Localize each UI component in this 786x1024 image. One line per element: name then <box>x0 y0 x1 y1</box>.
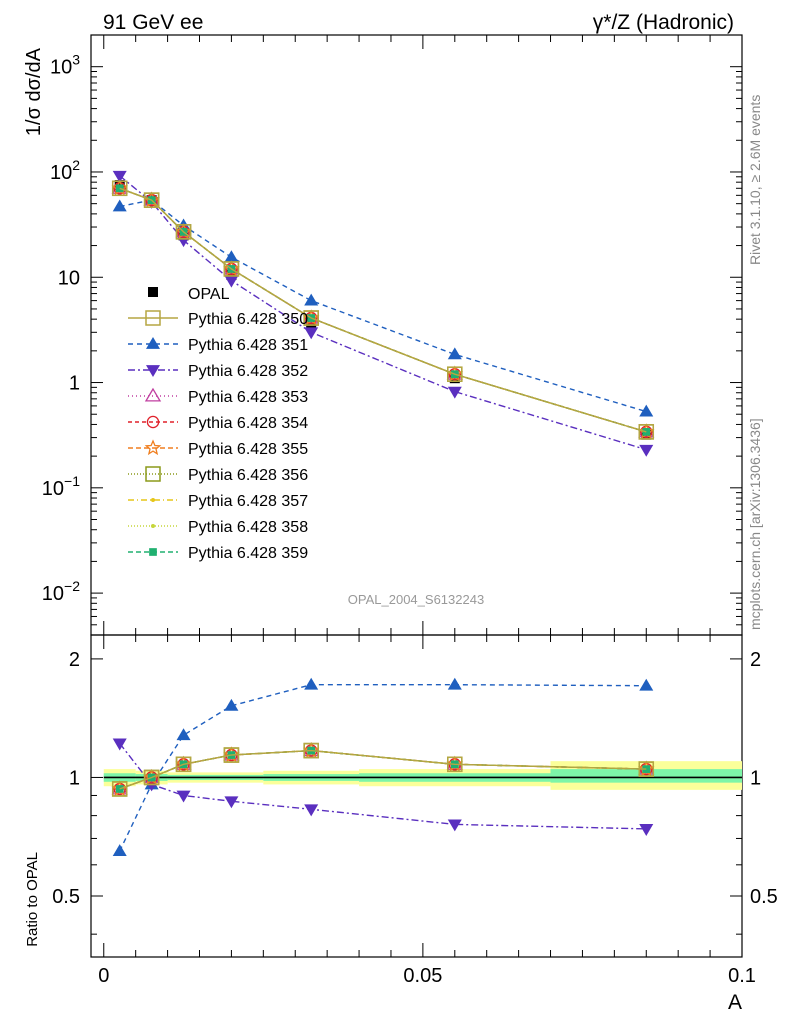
main-series-marker <box>143 192 160 208</box>
ratio-series-marker <box>176 728 191 741</box>
header-left-label: 91 GeV ee <box>103 11 203 34</box>
ratio-y-tick-label: 1 <box>69 767 80 789</box>
legend-marker <box>151 524 155 528</box>
legend-label: Pythia 6.428 357 <box>188 493 308 510</box>
legend-marker <box>144 387 162 402</box>
ratio-series-marker <box>223 747 240 763</box>
ratio-series-marker <box>304 677 319 690</box>
main-panel: 10−2 10−1 1 10 102 103 <box>42 34 743 636</box>
x-tick-label: 0.1 <box>728 965 756 987</box>
legend-marker <box>146 337 160 349</box>
ratio-series-marker <box>112 738 127 751</box>
main-series-marker <box>447 366 463 382</box>
main-series-marker <box>175 224 192 240</box>
watermark-label: OPAL_2004_S6132243 <box>348 592 484 607</box>
x-tick-label: 0.05 <box>403 965 442 987</box>
ratio-series-marker <box>447 677 462 690</box>
main-y-tick-label: 10−1 <box>42 473 80 500</box>
main-ylabel: 1/σ dσ/dA <box>23 47 45 136</box>
ratio-ylabel: Ratio to OPAL <box>24 852 41 947</box>
main-series-marker <box>303 310 319 326</box>
ratio-series-marker <box>176 790 191 803</box>
ratio-series-marker <box>143 769 160 786</box>
main-series-marker <box>304 293 319 306</box>
ratio-series-marker <box>111 781 128 797</box>
x-tick-label: 0 <box>98 965 109 987</box>
ratio-y-tick-label-right: 2 <box>750 649 761 671</box>
ratio-series-marker <box>224 796 239 809</box>
ratio-series-marker <box>638 761 655 777</box>
legend-label: Pythia 6.428 355 <box>188 441 308 458</box>
main-y-tick-label: 102 <box>50 157 80 184</box>
legend-marker <box>149 548 157 556</box>
ratio-series-marker <box>224 698 239 711</box>
legend-label: Pythia 6.428 352 <box>188 363 308 380</box>
legend-label: Pythia 6.428 359 <box>188 545 308 562</box>
ratio-series-marker <box>112 844 127 857</box>
main-y-tick-label: 10−2 <box>42 578 80 605</box>
ratio-series-marker <box>175 756 192 773</box>
main-series-marker <box>112 170 127 183</box>
legend-marker-data <box>148 287 158 297</box>
legend-marker <box>146 415 160 429</box>
ratio-frame <box>90 634 743 958</box>
legend-label: Pythia 6.428 350 <box>188 311 308 328</box>
ratio-series-marker <box>639 824 654 836</box>
ratio-panel: 0 0.05 0.1 0.5 0.5 1 1 2 2 <box>52 621 778 987</box>
legend-label: Pythia 6.428 351 <box>188 337 308 354</box>
legend-label-data: OPAL <box>188 286 230 303</box>
ratio-y-tick-label: 2 <box>69 649 80 671</box>
legend-marker <box>145 466 161 482</box>
main-series-marker <box>447 386 462 399</box>
legend-marker <box>144 439 162 456</box>
main-series-marker <box>224 275 239 288</box>
main-y-tick-label: 103 <box>50 52 80 79</box>
main-series-marker <box>112 199 127 212</box>
legend-label: Pythia 6.428 358 <box>188 519 308 536</box>
main-series-marker <box>638 424 655 440</box>
header-right-label: γ*/Z (Hadronic) <box>593 11 734 34</box>
ratio-series-marker <box>303 742 319 759</box>
main-y-tick-label: 1 <box>69 373 80 395</box>
main-series-line <box>119 187 647 433</box>
legend-label: Pythia 6.428 354 <box>188 415 308 432</box>
main-series-marker <box>639 404 654 417</box>
legend: OPAL Pythia 6.428 350 Pythia 6.428 351 Pyth… <box>128 286 308 562</box>
ratio-y-tick-label-right: 0.5 <box>750 886 778 908</box>
main-y-tick-label: 10 <box>58 267 80 289</box>
ratio-series-marker <box>447 819 462 832</box>
ratio-series-marker <box>447 756 463 773</box>
main-series-marker <box>223 261 240 277</box>
x-axis-label: A <box>728 991 742 1014</box>
ratio-series-marker <box>639 678 654 691</box>
legend-marker <box>145 310 161 326</box>
main-series-marker <box>111 180 128 197</box>
main-series-marker <box>304 327 319 340</box>
ratio-y-tick-label: 0.5 <box>52 886 80 908</box>
rivet-version-label: Rivet 3.1.10, ≥ 2.6M events <box>747 95 763 265</box>
mcplots-label: mcplots.cern.ch [arXiv:1306.3436] <box>747 418 763 630</box>
ratio-series-line <box>119 749 647 790</box>
ratio-series-marker <box>304 804 319 817</box>
legend-marker <box>146 365 160 377</box>
legend-label: Pythia 6.428 353 <box>188 389 308 406</box>
main-series-marker <box>447 347 462 360</box>
legend-marker <box>151 498 155 502</box>
main-series-marker <box>639 444 654 457</box>
data-point <box>449 373 460 384</box>
legend-label: Pythia 6.428 356 <box>188 467 308 484</box>
ratio-y-tick-label-right: 1 <box>750 767 761 789</box>
main-series-marker <box>224 250 239 263</box>
